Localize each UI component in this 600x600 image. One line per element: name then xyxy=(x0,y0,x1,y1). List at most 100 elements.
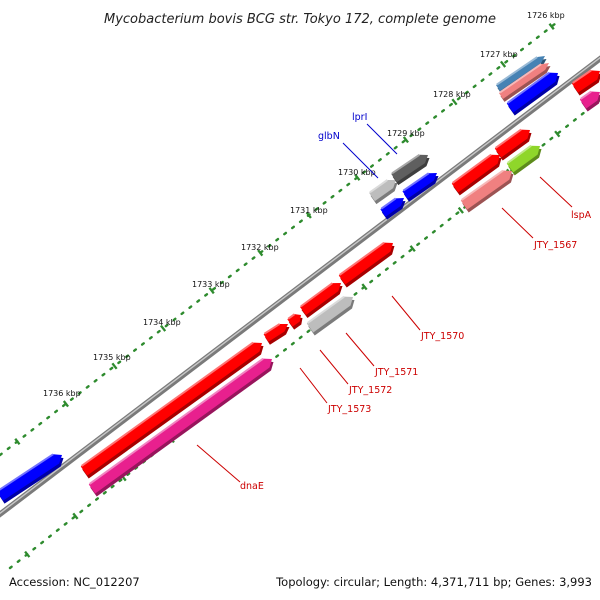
dnaE-gene-body xyxy=(80,342,262,476)
JTY_1570-gene[interactable] xyxy=(338,241,395,288)
blue-gene-lprI-highlight xyxy=(402,172,430,192)
magenta-gene-dnaE-body xyxy=(88,358,272,494)
lprI-gene[interactable] xyxy=(391,153,430,186)
JTY_1572-gene[interactable] xyxy=(287,313,303,330)
tick-label-1728: 1728 kbp xyxy=(433,90,471,99)
genome-backbone xyxy=(0,55,600,518)
red-gene-corner[interactable] xyxy=(571,69,600,96)
blue-gene-left[interactable] xyxy=(0,453,64,504)
outer-major-tick xyxy=(500,60,507,68)
accession-text: Accession: NC_012207 xyxy=(9,575,140,589)
blue-gene-glbN[interactable] xyxy=(380,197,406,220)
tick-label-1735: 1735 kbp xyxy=(93,353,131,362)
blue-gene-lprI[interactable] xyxy=(402,172,439,202)
kbp-tick-labels: 1726 kbp 1727 kbp 1728 kbp 1729 kbp 1730… xyxy=(43,11,565,398)
tick-label-1730: 1730 kbp xyxy=(338,168,376,177)
JTY_1571-gene-body xyxy=(300,283,341,316)
lspA-gene-body xyxy=(506,145,540,173)
outer-major-tick xyxy=(208,287,215,295)
map-title: Mycobacterium bovis BCG str. Tokyo 172, … xyxy=(104,12,496,27)
pink-gene-1567[interactable] xyxy=(460,169,514,213)
tick-label-1736: 1736 kbp xyxy=(43,389,81,398)
blue-gene-lprI-body xyxy=(402,173,437,199)
outer-major-tick xyxy=(62,400,69,408)
tick-label-1734: 1734 kbp xyxy=(143,318,181,327)
tick-label-1732: 1732 kbp xyxy=(241,243,279,252)
leader-JTY_1572 xyxy=(319,349,349,385)
magenta-gene-corner[interactable] xyxy=(579,90,600,112)
glbN-gene[interactable] xyxy=(369,179,398,205)
magenta-gene-dnaE-highlight xyxy=(89,357,264,485)
glbN-gene-highlight xyxy=(369,179,388,194)
gene-label-JTY_1572: JTY_1572 xyxy=(348,385,392,396)
gene-label-glbN: glbN xyxy=(318,131,340,142)
blue-gene-top-body xyxy=(506,72,558,113)
glbN-gene-body xyxy=(369,179,396,202)
steelblue-gene-top-body xyxy=(496,56,545,91)
red-gene-corner-highlight xyxy=(572,69,592,84)
inner-major-tick xyxy=(457,206,464,214)
magenta-gene-corner-highlight xyxy=(580,90,592,100)
tick-label-1731: 1731 kbp xyxy=(290,206,328,215)
pink-gene-top-highlight xyxy=(499,63,542,94)
JTY_1571-gene-highlight xyxy=(300,282,333,308)
blue-gene-glbN-highlight xyxy=(380,197,397,210)
inner-major-tick xyxy=(361,283,368,291)
JTY_1573-gene-body xyxy=(263,323,288,342)
steelblue-gene-top-highlight xyxy=(496,56,538,86)
gene-label-JTY_1571: JTY_1571 xyxy=(374,367,418,378)
leader-lprI xyxy=(366,123,398,155)
blue-gene-top[interactable] xyxy=(506,71,560,116)
magenta-gene-dnaE[interactable] xyxy=(88,357,274,497)
magenta-gene-corner-body xyxy=(579,91,600,109)
gray-gene-1571[interactable] xyxy=(306,295,355,336)
dnaE-gene-highlight xyxy=(81,341,254,467)
leader-lspA xyxy=(539,176,573,208)
pink-gene-top[interactable] xyxy=(499,63,551,102)
inner-major-tick xyxy=(409,245,416,253)
leader-JTY_1571 xyxy=(345,332,375,367)
leader-dnaE xyxy=(196,444,241,483)
red-gene-upper-2[interactable] xyxy=(494,128,532,161)
inner-major-tick xyxy=(554,130,561,138)
pink-gene-1567-body xyxy=(460,170,512,210)
outer-major-tick xyxy=(14,438,21,445)
inner-major-tick xyxy=(24,550,31,558)
JTY_1567-gene-body xyxy=(451,154,500,193)
tick-label-1726: 1726 kbp xyxy=(527,11,565,20)
outer-major-tick xyxy=(160,324,167,332)
red-gene-upper-2-body xyxy=(494,129,530,158)
gene-label-JTY_1567: JTY_1567 xyxy=(533,240,577,251)
JTY_1571-gene[interactable] xyxy=(300,282,343,319)
gene-labels: lprI glbN lspA JTY_1567 JTY_1570 JTY_157… xyxy=(240,112,592,492)
gray-gene-1571-body xyxy=(306,296,353,333)
outer-major-tick xyxy=(402,136,409,144)
lspA-gene[interactable] xyxy=(506,144,542,176)
outer-major-tick xyxy=(111,362,118,370)
outer-major-ticks xyxy=(14,23,555,445)
gene-label-lprI: lprI xyxy=(352,112,367,123)
tick-label-1729: 1729 kbp xyxy=(387,129,425,138)
gray-gene-1571-highlight xyxy=(307,295,345,324)
red-gene-corner-body xyxy=(571,70,600,93)
red-gene-upper-2-highlight xyxy=(495,128,522,149)
dnaE-gene[interactable] xyxy=(80,341,264,479)
leader-JTY_1573 xyxy=(299,367,328,404)
blue-gene-left-highlight xyxy=(0,453,54,491)
JTY_1570-gene-highlight xyxy=(338,241,385,276)
lspA-gene-highlight xyxy=(506,144,532,164)
gene-label-JTY_1573: JTY_1573 xyxy=(327,404,371,415)
leader-glbN xyxy=(342,142,379,179)
outer-major-tick xyxy=(548,23,555,30)
pink-gene-top-depth xyxy=(500,66,551,102)
outer-major-tick xyxy=(451,98,458,106)
JTY_1567-gene[interactable] xyxy=(451,153,502,196)
gene-label-lspA: lspA xyxy=(571,210,592,221)
blue-gene-glbN-body xyxy=(380,198,404,217)
blue-gene-top-highlight xyxy=(506,71,550,104)
inner-major-tick xyxy=(72,512,79,520)
blue-gene-left-body xyxy=(0,454,62,501)
outer-major-tick xyxy=(257,249,264,257)
JTY_1573-gene[interactable] xyxy=(263,323,290,345)
